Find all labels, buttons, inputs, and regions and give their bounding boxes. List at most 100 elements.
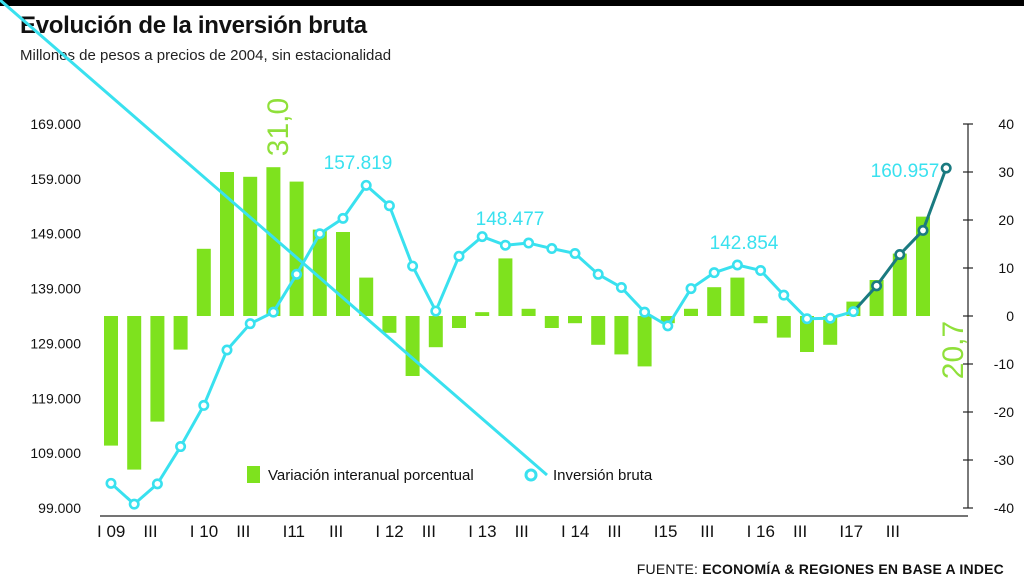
bar	[243, 176, 258, 316]
bar	[707, 287, 722, 316]
line-point	[430, 305, 442, 317]
left-axis-tick: 139.000	[30, 281, 81, 297]
x-axis-tick: III	[236, 522, 250, 541]
line-point	[662, 320, 674, 332]
bar	[428, 316, 443, 348]
left-axis-tick: 109.000	[30, 445, 81, 461]
axes-layer: 169.000 159.000 149.000 139.000 129.000 119.0…	[30, 116, 1014, 541]
left-axis-tick: 149.000	[30, 226, 81, 242]
line-point	[221, 344, 233, 356]
x-axis-tick: I 16	[747, 522, 775, 541]
line-point	[685, 283, 697, 295]
legend-line-marker	[524, 468, 538, 482]
right-axis-tick: -10	[994, 356, 1014, 372]
x-axis-tick: III	[793, 522, 807, 541]
x-axis-tick: I 14	[561, 522, 589, 541]
right-axis-tick: 10	[998, 260, 1014, 276]
bar-last-label: 20,7	[937, 321, 970, 379]
line-layer	[105, 162, 952, 510]
line-point	[523, 237, 535, 249]
source-prefix: FUENTE:	[636, 561, 703, 577]
bar	[637, 316, 652, 367]
x-axis-tick: I15	[654, 522, 678, 541]
line-point	[198, 399, 210, 411]
bar	[544, 316, 559, 328]
x-axis-tick: I 09	[97, 522, 125, 541]
line-point	[801, 313, 813, 325]
line-point	[244, 318, 256, 330]
x-axis-tick: III	[700, 522, 714, 541]
line-point	[383, 200, 395, 212]
bar	[312, 229, 327, 316]
left-axis-tick: 159.000	[30, 171, 81, 187]
bar	[289, 181, 304, 316]
legend-bar-swatch	[247, 466, 260, 483]
source-note: FUENTE: ECONOMÍA & REGIONES EN BASE A IN…	[637, 561, 1004, 577]
bar	[475, 312, 490, 316]
line-point	[639, 306, 651, 318]
labels-layer: 31,0 20,7 157.819 148.477 142.854 160.957	[262, 98, 970, 379]
line-point	[360, 179, 372, 191]
bar	[150, 316, 165, 422]
line-point	[824, 312, 836, 324]
line-point	[708, 267, 720, 279]
bar	[452, 316, 466, 328]
line-point	[940, 162, 952, 174]
line-point	[314, 228, 326, 240]
x-axis-tick: III	[329, 522, 343, 541]
line-peak-label: 160.957	[871, 161, 940, 182]
line-point	[499, 239, 511, 251]
bar	[521, 308, 536, 316]
bar	[568, 316, 582, 324]
line-point	[592, 268, 604, 280]
bar	[405, 316, 420, 376]
right-axis-tick: -40	[994, 500, 1014, 516]
left-axis-tick: 99.000	[38, 500, 81, 516]
line-point	[337, 212, 349, 224]
x-axis-tick: I 12	[375, 522, 403, 541]
x-axis-tick: I 13	[468, 522, 496, 541]
bar	[916, 216, 930, 316]
bar	[684, 308, 698, 316]
bar	[382, 316, 397, 333]
bar	[800, 316, 814, 352]
line-peak-label: 157.819	[324, 153, 393, 174]
line-point	[778, 289, 790, 301]
line-point	[128, 498, 140, 510]
legend-line-label: Inversión bruta	[553, 467, 653, 484]
line-peak-label: 142.854	[710, 233, 779, 254]
bar	[220, 172, 234, 316]
legend-bar-label: Variación interanual porcentual	[268, 467, 474, 484]
line-point	[175, 441, 187, 453]
bar	[498, 258, 513, 316]
right-axis-tick: 0	[1006, 308, 1014, 324]
line-point	[267, 306, 279, 318]
line-point	[871, 280, 883, 292]
line-point	[731, 259, 743, 271]
bar	[823, 316, 838, 345]
left-axis-tick: 119.000	[31, 390, 81, 406]
line-point	[453, 250, 465, 262]
bar	[173, 316, 188, 350]
x-axis-tick: I11	[283, 522, 305, 541]
right-axis-tick: -30	[994, 452, 1014, 468]
bar-peak-label: 31,0	[262, 98, 295, 156]
bar	[591, 316, 606, 345]
line-peak-label: 148.477	[476, 209, 545, 230]
x-axis-tick: III	[422, 522, 436, 541]
x-axis-tick: I17	[839, 522, 863, 541]
bar	[127, 316, 142, 470]
right-axis-tick: 20	[998, 212, 1014, 228]
legend-line-swatch	[0, 0, 548, 477]
line-point	[151, 478, 163, 490]
chart-title: Evolución de la inversión bruta	[20, 12, 367, 39]
bar	[196, 248, 211, 316]
x-axis-tick: I 10	[190, 522, 218, 541]
x-axis-tick: III	[515, 522, 529, 541]
bar	[266, 167, 281, 316]
right-axis-tick: 30	[998, 164, 1014, 180]
line-point	[546, 243, 558, 255]
legend-layer: Variación interanual porcentual Inversió…	[0, 0, 653, 484]
bar	[776, 316, 791, 338]
